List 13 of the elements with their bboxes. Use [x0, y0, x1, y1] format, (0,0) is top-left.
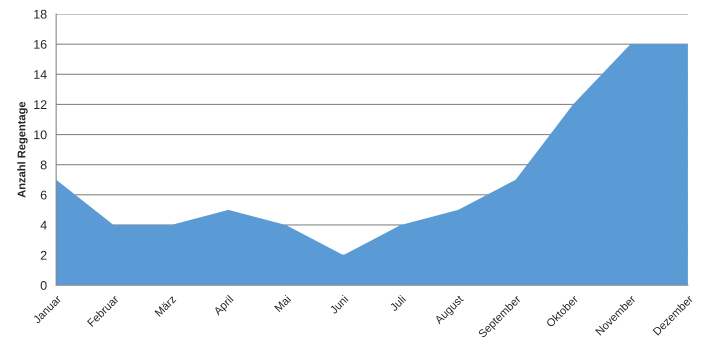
y-tick-label: 18	[34, 10, 47, 19]
y-axis-title: Anzahl Regentage	[17, 102, 28, 198]
y-tick-label: 2	[40, 250, 47, 260]
x-tick-label: Juli	[389, 294, 406, 312]
x-tick-label: Mai	[274, 294, 292, 312]
y-tick-label: 6	[40, 190, 47, 200]
y-tick-label: 8	[40, 160, 47, 170]
y-tick-label: 0	[40, 281, 47, 290]
y-tick-label: 14	[34, 70, 47, 79]
y-tick-label: 12	[34, 100, 47, 109]
y-tick-label: 16	[34, 40, 47, 49]
y-tick-label: 10	[34, 130, 47, 140]
y-tick-label: 4	[40, 220, 47, 230]
